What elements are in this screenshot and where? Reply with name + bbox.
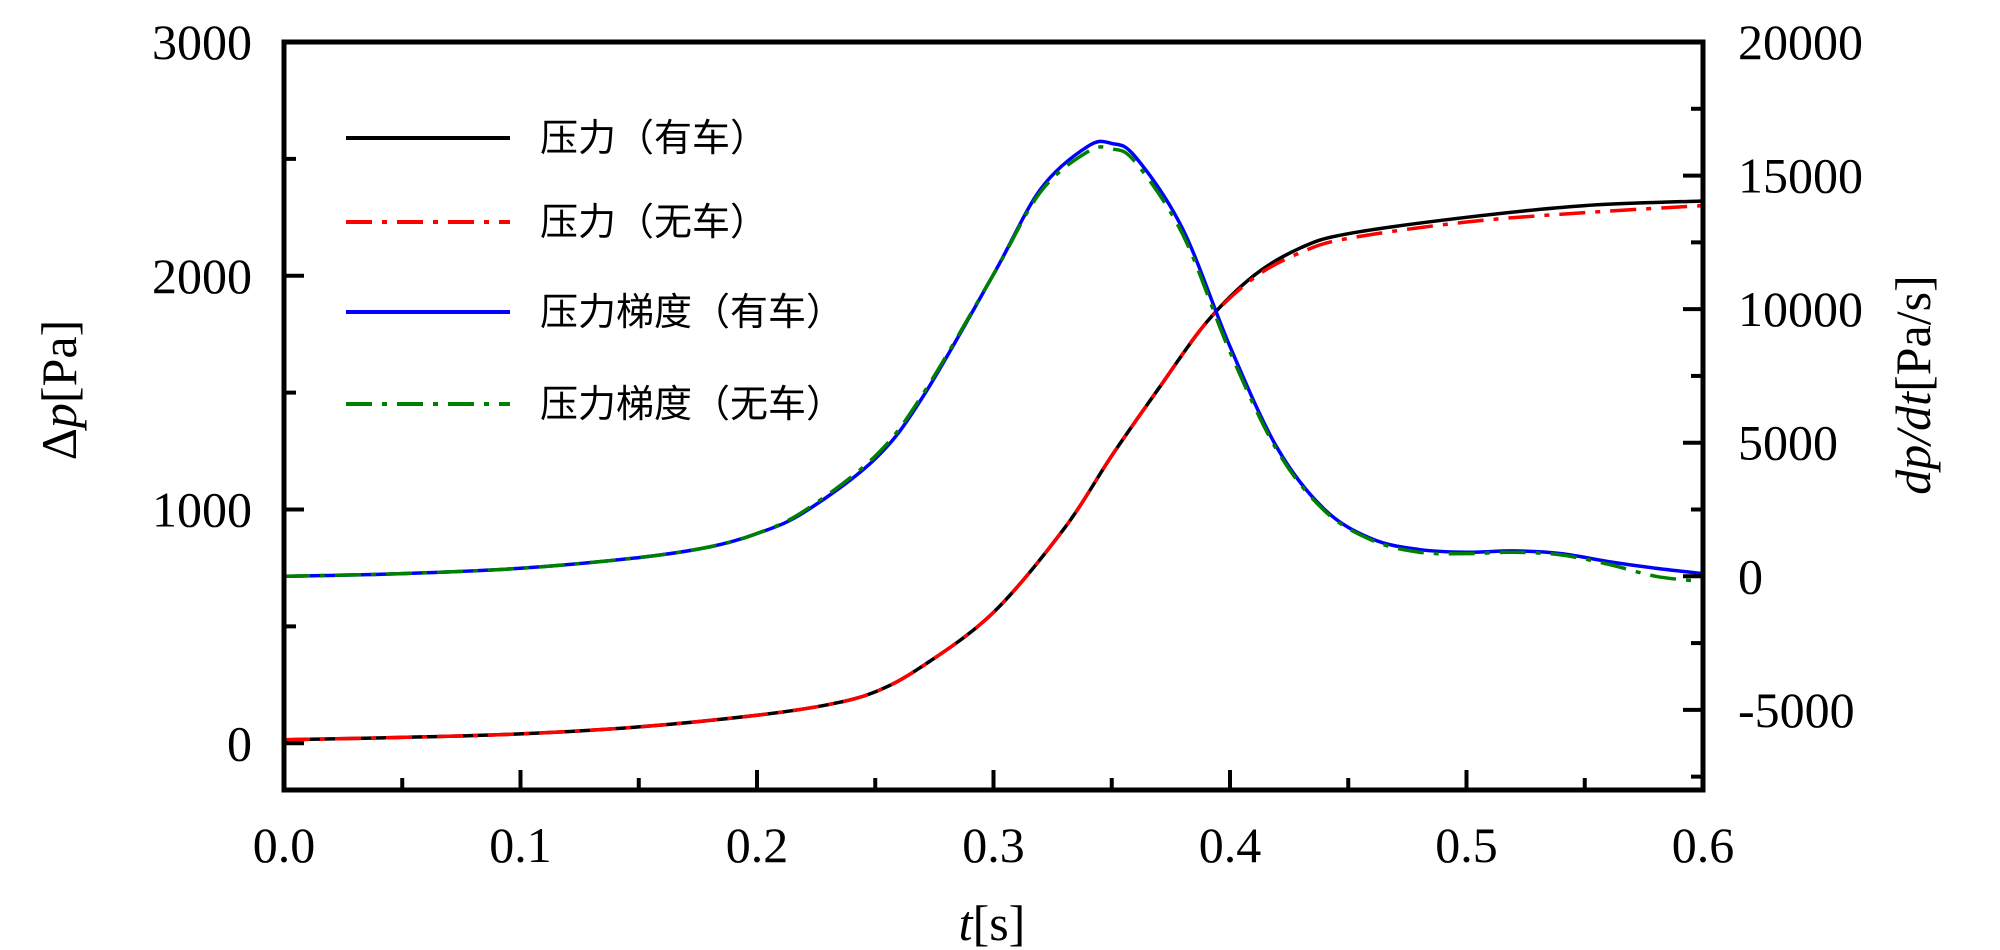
plot-border (281, 39, 1706, 793)
series-line-3 (284, 139, 1703, 579)
x-tick-label: 0.4 (1199, 817, 1262, 873)
legend-label-4: 压力梯度（无车） (540, 382, 844, 426)
y-left-tick-label: 0 (227, 715, 252, 771)
series-line-1 (284, 199, 1703, 742)
y-right-tick-label: 20000 (1738, 14, 1863, 70)
y-left-tick-label: 2000 (152, 248, 252, 304)
y-axis-left-label-prefix: Δ (31, 428, 87, 460)
x-tick-label: 0.5 (1435, 817, 1498, 873)
x-axis-label: t[s] (959, 895, 1026, 950)
tick-labels: 0.0 0.1 0.2 0.3 0.4 0.5 0.6 0 1000 2000 3000 -5000 0… (152, 14, 1863, 873)
y-right-tick-label: -5000 (1738, 682, 1855, 738)
x-tick-label: 0.0 (253, 817, 316, 873)
x-tick-label: 0.3 (962, 817, 1025, 873)
y-right-tick-label: 5000 (1738, 415, 1838, 471)
x-axis-label-italic: t (959, 895, 974, 950)
series-line-4 (284, 145, 1703, 584)
y-left-tick-label: 3000 (152, 14, 252, 70)
x-tick-label: 0.1 (489, 817, 552, 873)
y-axis-left-label-unit: [Pa] (31, 320, 87, 403)
legend-label-1: 压力（有车） (540, 116, 768, 160)
y-right-tick-label: 10000 (1738, 281, 1863, 337)
y-left-tick-label: 1000 (152, 482, 252, 538)
y-axis-right-label: dp/dt[Pa/s] (1885, 275, 1941, 494)
legend-label-3: 压力梯度（有车） (540, 290, 844, 334)
legend: 压力（有车） 压力（无车） 压力梯度（有车） 压力梯度（无车） (346, 116, 844, 426)
plot-frame (281, 39, 1706, 793)
x-axis-label-unit: [s] (973, 895, 1026, 950)
y-right-tick-label: 15000 (1738, 148, 1863, 204)
y-axis-left-label-italic: p (31, 403, 87, 431)
series-lines (284, 139, 1703, 742)
x-tick-label: 0.6 (1672, 817, 1735, 873)
y-right-tick-label: 0 (1738, 548, 1763, 604)
axis-ticks (282, 40, 1705, 790)
y-axis-right-label-unit: [Pa/s] (1885, 275, 1941, 392)
legend-label-2: 压力（无车） (540, 200, 768, 244)
x-tick-label: 0.2 (726, 817, 789, 873)
y-axis-left-label: Δp[Pa] (31, 320, 87, 460)
series-line-2 (284, 203, 1703, 742)
y-axis-right-label-italic: dp/dt (1885, 391, 1941, 495)
